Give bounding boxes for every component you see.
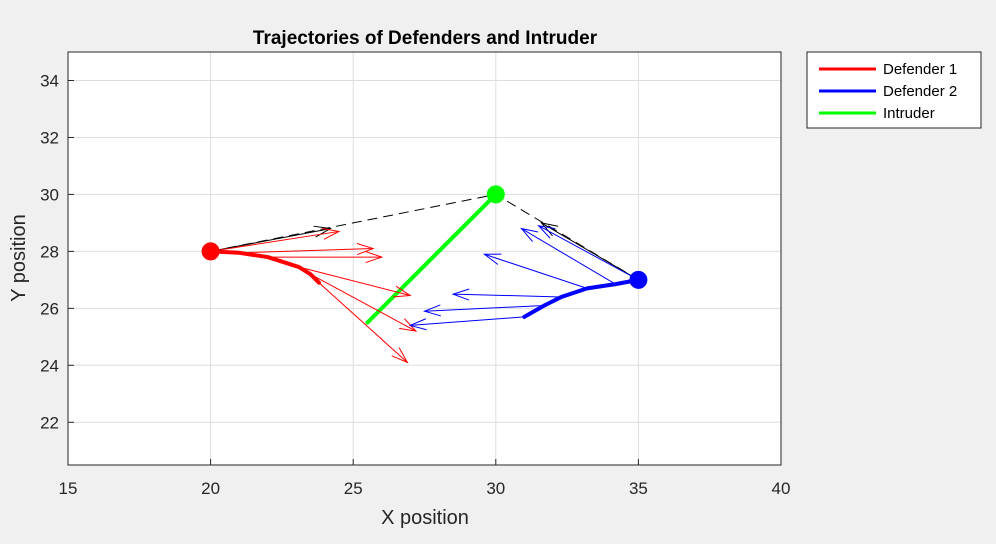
y-tick-label: 30 [40,185,59,204]
direction-arrow [210,227,341,252]
arrow-shaft [541,222,639,281]
dashed-connector-line [210,193,639,281]
plot-border [67,51,782,466]
start-marker-3 [486,185,505,204]
start-marker-1 [201,242,220,261]
arrow-shaft [453,293,562,298]
arrow-head [399,318,418,332]
arrow-head [451,288,470,301]
arrow-head [422,304,441,317]
arrow-head [393,285,412,298]
legend-label-intruder: Intruder [883,105,935,122]
series-lines [208,192,641,325]
chart-title: Trajectories of Defenders and Intruder [253,28,598,49]
start-markers [201,185,648,289]
direction-arrow [267,251,384,264]
direction-arrow [310,273,418,332]
plot-area [68,52,781,465]
arrow-shaft [210,230,340,252]
tick-labels: 15 20 25 30 35 40 22 24 26 28 30 32 34 [40,71,790,498]
series-line-2 [522,277,641,319]
series-line-3 [365,192,498,325]
arrow-head [365,251,384,264]
x-axis-label: X position [381,507,469,529]
arrow-shaft [410,316,525,326]
y-tick-label: 26 [40,299,59,318]
arrow-shaft [538,225,639,281]
series-line-1 [208,249,321,285]
x-tick-label: 40 [772,479,791,498]
x-tick-label: 30 [486,479,505,498]
arrow-shaft [310,273,417,332]
arrow-head [537,225,556,239]
arrow-shaft [210,228,331,252]
x-tick-label: 20 [201,479,220,498]
arrow-head [322,227,341,240]
arrow-head [482,253,502,265]
direction-arrow [482,253,588,289]
arrow-head [408,318,427,331]
start-marker-2 [629,270,648,289]
arrow-shaft [298,266,411,297]
x-tick-label: 25 [344,479,363,498]
arrow-shaft [484,253,588,289]
direction-arrow [451,288,562,301]
direction-arrow [408,316,525,331]
direction-arrow [298,266,412,298]
arrow-head [520,227,539,242]
arrow-shaft [318,282,408,363]
arrow-shaft [424,304,545,312]
arrow-shaft [239,248,374,254]
direction-arrow [318,282,409,364]
y-tick-label: 24 [40,356,59,375]
x-tick-label: 35 [629,479,648,498]
y-tick-label: 22 [40,413,59,432]
legend: Defender 1 Defender 2 Intruder [806,51,982,129]
arrow-head [391,347,409,364]
arrow-shaft [521,228,616,285]
direction-arrow [520,227,616,285]
y-axis-label: Y position [8,214,30,301]
direction-arrow [422,304,545,317]
y-tick-label: 34 [40,71,59,90]
legend-label-defender-1: Defender 1 [883,61,957,78]
direction-arrows [210,222,639,364]
y-tick-label: 28 [40,242,59,261]
direction-arrow [239,243,375,256]
dashed-connector-lines [210,193,639,281]
y-tick-label: 32 [40,128,59,147]
arrow-head [356,243,375,256]
x-tick-label: 15 [59,479,78,498]
legend-label-defender-2: Defender 2 [883,83,957,100]
direction-arrow [537,225,639,281]
